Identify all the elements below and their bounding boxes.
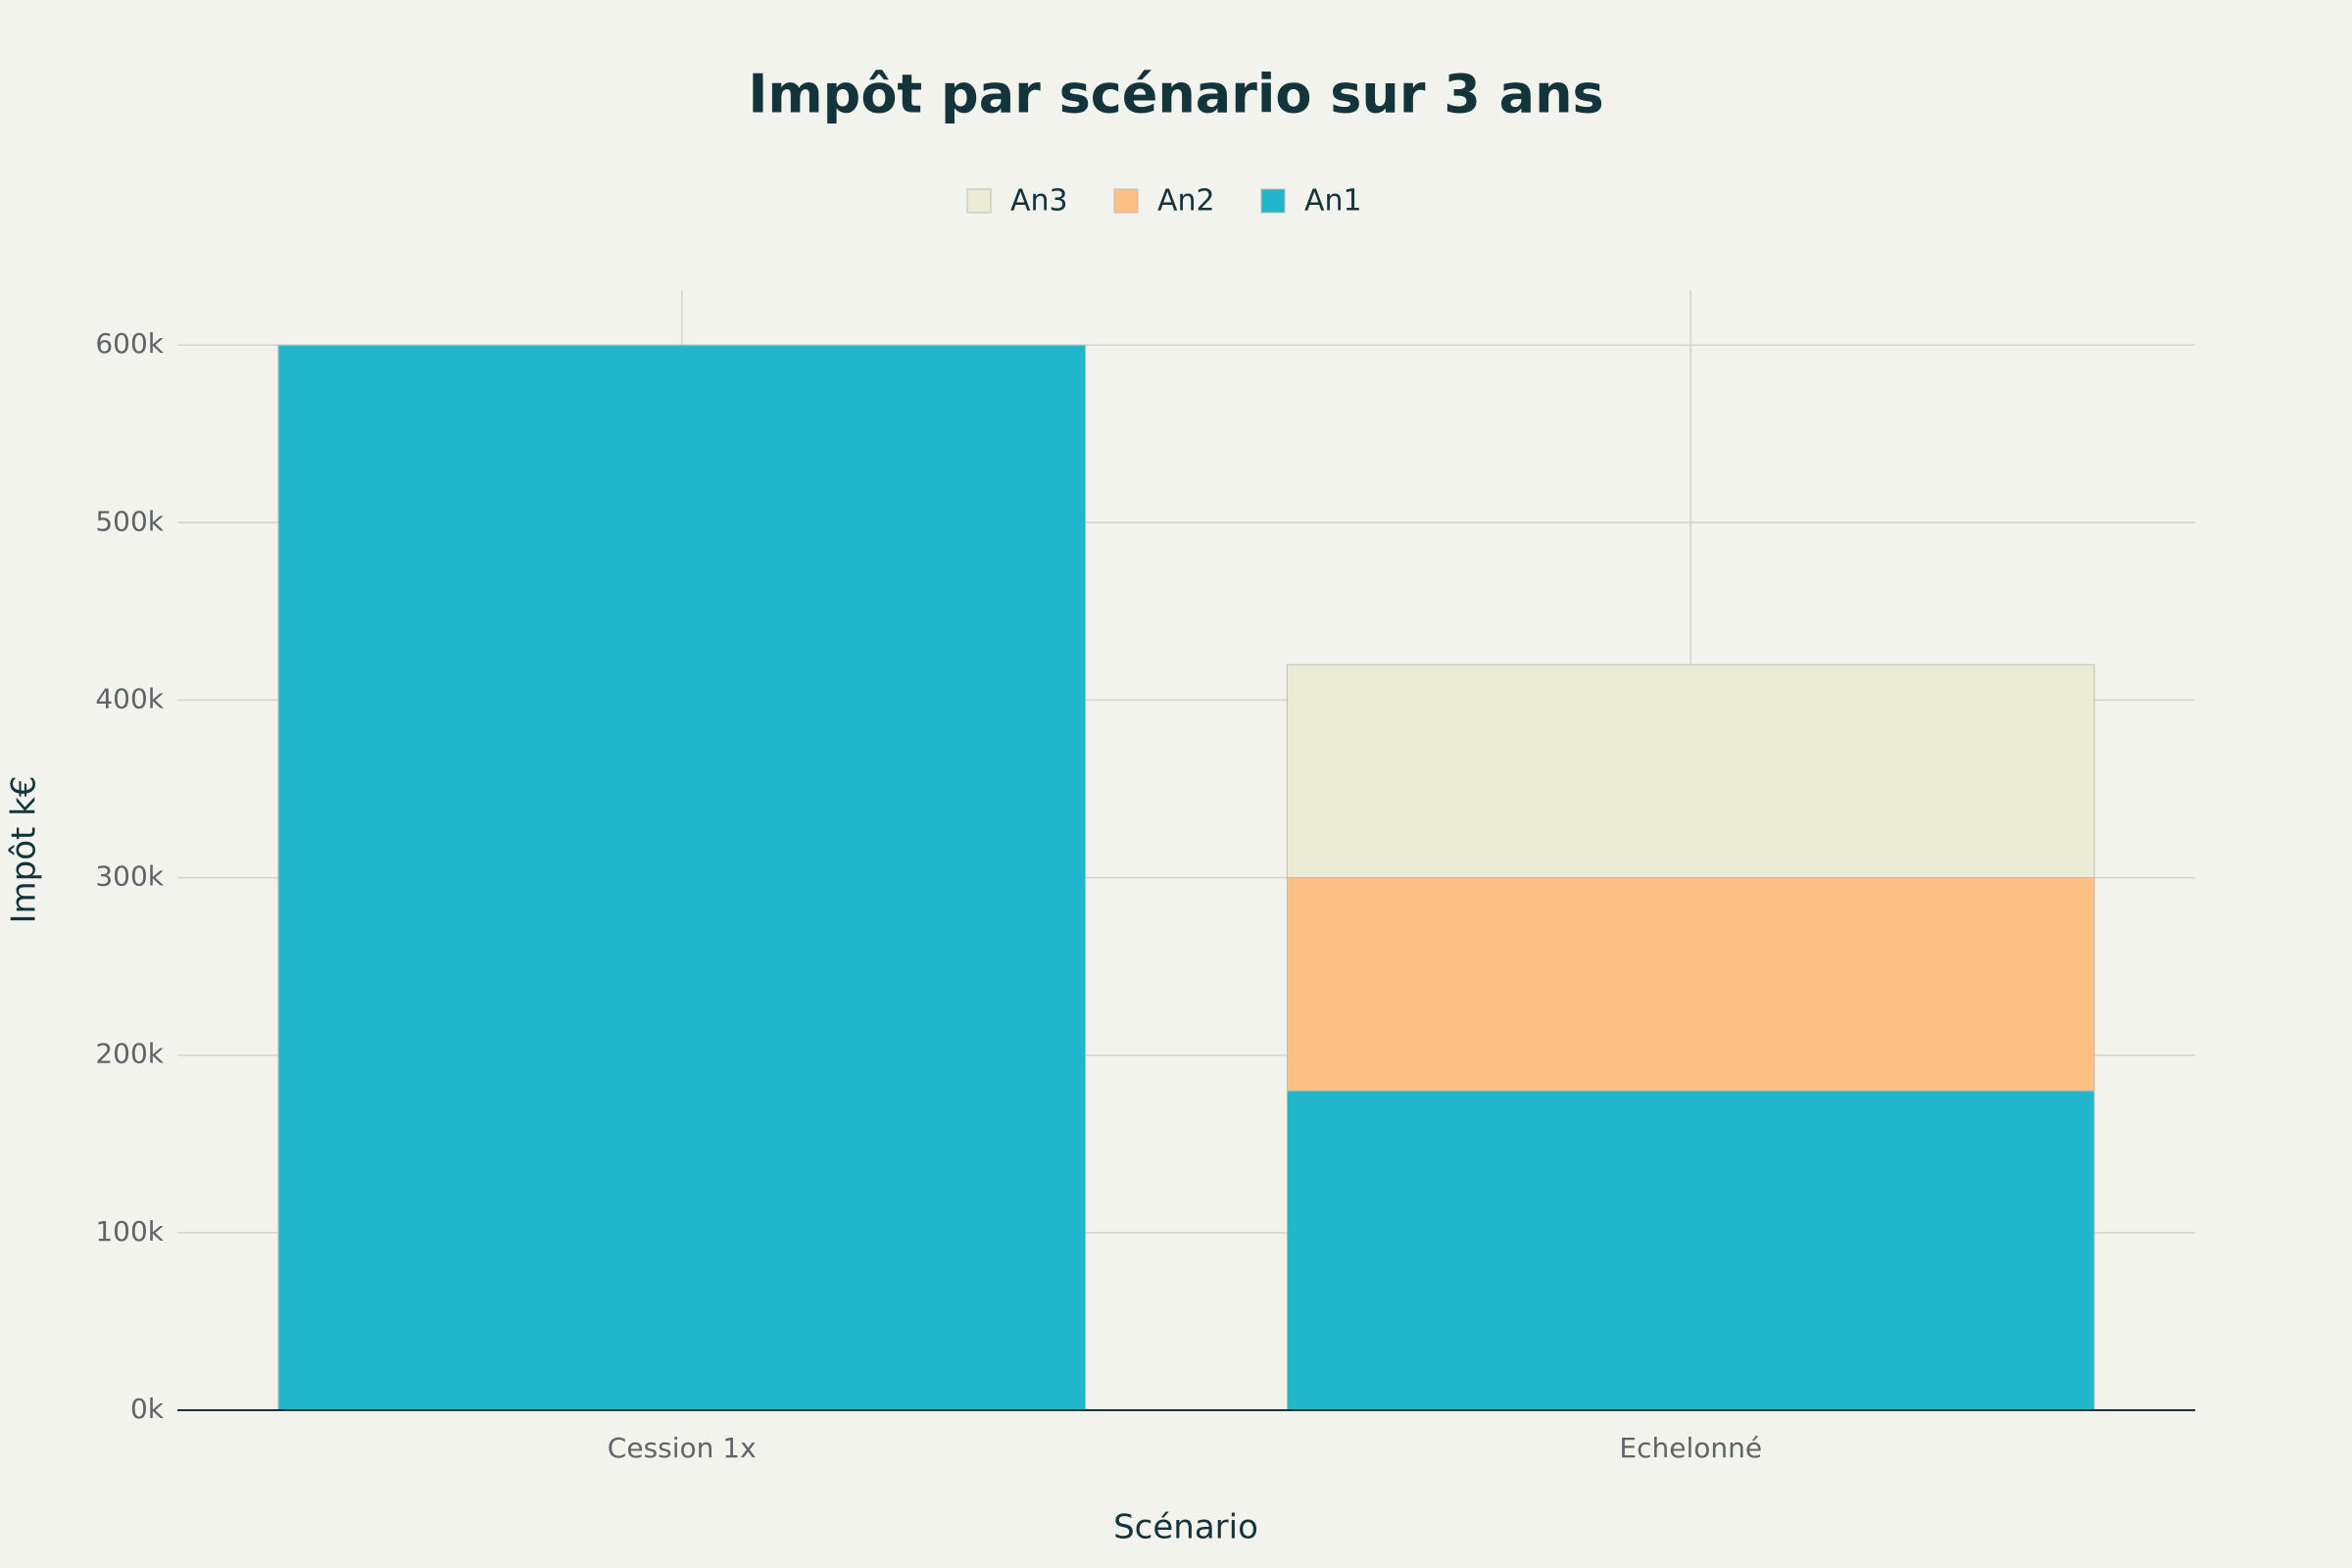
y-tick-label: 400k	[95, 682, 164, 714]
bar-segment	[1286, 1090, 2095, 1411]
x-axis-title: Scénario	[1113, 1508, 1258, 1547]
y-tick-label: 600k	[95, 327, 164, 360]
legend-swatch	[1113, 188, 1139, 214]
y-tick-label: 200k	[95, 1038, 164, 1070]
y-tick-label: 500k	[95, 505, 164, 537]
legend-label: An3	[1010, 184, 1068, 219]
legend-swatch	[966, 188, 992, 214]
bar-segment	[1286, 663, 2095, 879]
x-tick-label: Cession 1x	[608, 1432, 757, 1464]
x-tick-label: Echelonné	[1619, 1432, 1762, 1464]
y-axis-title: Impôt k€	[5, 776, 44, 924]
bar-segment	[277, 344, 1087, 1411]
chart-title: Impôt par scénario sur 3 ans	[748, 64, 1603, 125]
legend-label: An2	[1157, 184, 1215, 219]
legend-swatch	[1260, 188, 1286, 214]
y-tick-label: 0k	[130, 1393, 165, 1425]
y-tick-label: 300k	[95, 860, 164, 893]
y-tick-label: 100k	[95, 1215, 164, 1248]
bar-segment	[1286, 877, 2095, 1092]
legend-label: An1	[1304, 184, 1362, 219]
